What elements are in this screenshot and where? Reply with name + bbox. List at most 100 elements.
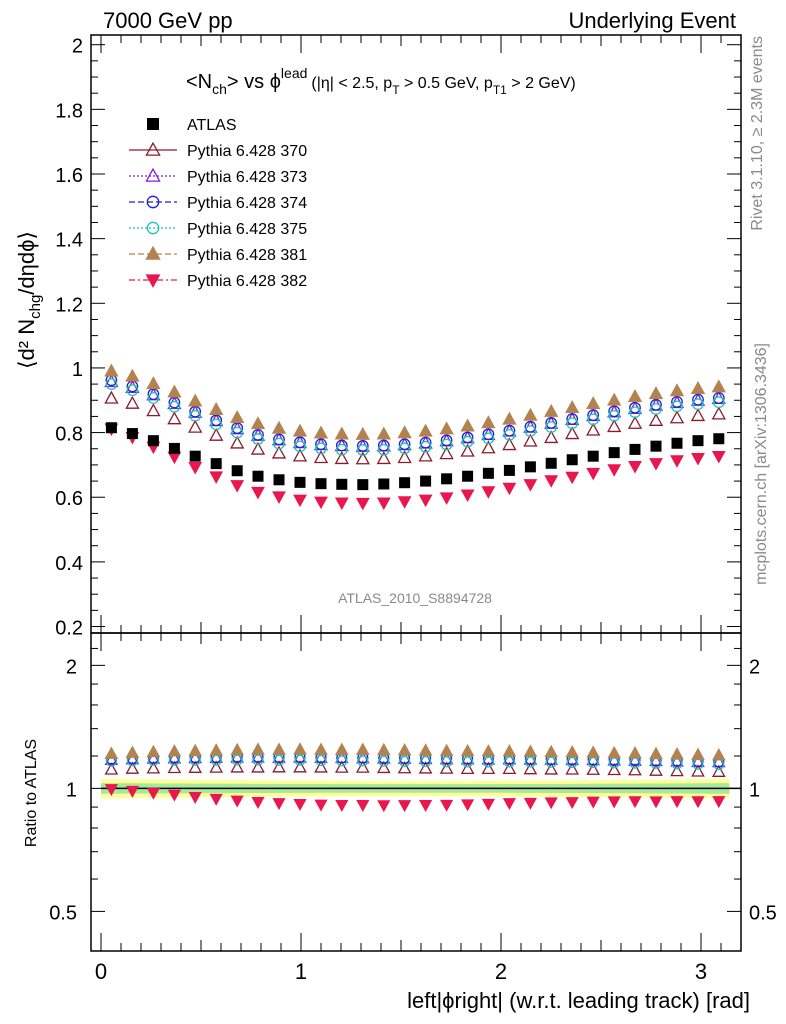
x-tick-label: 3 [695,959,707,984]
legend: ATLAS Pythia 6.428 370 Pythia 6.428 373 Pyt… [129,117,307,290]
point-pythia-6-428-381 [397,425,412,439]
title-sup: lead [281,65,307,81]
title-main: <N [186,71,212,93]
ratio-point-pythia-6-428-370 [146,761,161,774]
point-atlas [273,474,285,486]
point-pythia-6-428-381 [627,389,643,403]
ratio-point-pythia-6-428-370 [230,760,245,773]
point-pythia-6-428-370 [334,451,349,465]
point-pythia-6-428-374 [356,439,369,452]
point-pythia-6-428-374 [335,439,348,452]
point-pythia-6-428-382 [649,458,663,471]
ratio-point-pythia-6-428-382 [586,796,600,809]
point-pythia-6-428-381 [167,384,182,398]
point-pythia-6-428-370 [481,440,496,454]
point-pythia-6-428-375 [482,432,495,445]
point-pythia-6-428-381 [418,423,433,437]
ratio-point-pythia-6-428-381 [334,742,349,755]
point-atlas [336,478,348,490]
point-pythia-6-428-370 [711,406,726,420]
ratio-point-pythia-6-428-381 [439,743,454,757]
point-atlas [399,477,411,489]
point-pythia-6-428-374 [461,431,474,444]
legend-marker-atlas [147,118,159,130]
point-pythia-6-428-375 [712,396,725,409]
point-pythia-6-428-382 [544,475,559,488]
legend-marker-pythia-6-428-374 [146,195,160,209]
title-main-sub: ch [212,81,227,97]
point-atlas [147,435,159,447]
ratio-point-pythia-6-428-382 [398,800,412,813]
ratio-point-pythia-6-428-370 [481,761,496,775]
point-pythia-6-428-370 [271,445,287,459]
title-vs: > vs ϕ [227,71,281,93]
point-atlas [294,476,306,488]
ratio-point-pythia-6-428-375 [482,756,494,768]
point-pythia-6-428-375 [524,425,537,437]
point-pythia-6-428-374 [294,436,306,449]
point-pythia-6-428-382 [376,497,391,511]
legend-label-pythia-6-428-374: Pythia 6.428 374 [187,195,307,212]
point-atlas [482,467,494,479]
title-cuts-2: > 0.5 GeV, p [400,75,493,92]
point-pythia-6-428-374 [712,392,725,404]
point-pythia-6-428-381 [523,407,538,421]
ratio-point-pythia-6-428-382 [125,785,139,798]
point-pythia-6-428-374 [252,428,264,441]
ratio-point-pythia-6-428-382 [691,796,705,809]
ratio-point-pythia-6-428-381 [711,747,726,761]
main-y-tick-label: 2 [72,36,83,58]
point-pythia-6-428-382 [334,497,349,511]
ratio-point-pythia-6-428-375 [378,755,390,767]
point-pythia-6-428-375 [210,418,223,431]
ratio-y-tick-label-right: 1 [749,779,760,801]
ratio-point-pythia-6-428-370 [439,761,454,774]
main-y-tick-label: 1 [72,359,83,381]
ratio-point-pythia-6-428-382 [167,789,181,802]
point-pythia-6-428-370 [146,403,161,417]
ratio-point-pythia-6-428-370 [460,761,475,775]
point-pythia-6-428-374 [629,401,641,414]
x-axis-ticks: 0 1 2 3 [95,35,722,984]
point-pythia-6-428-375 [294,440,306,453]
point-pythia-6-428-375 [315,442,327,455]
point-atlas [608,447,620,459]
point-pythia-6-428-381 [669,383,685,397]
legend-label-pythia-6-428-375: Pythia 6.428 375 [187,221,307,238]
ylabel-main-sub: chg [27,295,44,319]
point-pythia-6-428-382 [711,451,726,464]
point-pythia-6-428-374 [210,414,223,427]
point-pythia-6-428-370 [230,435,245,449]
point-pythia-6-428-370 [586,422,601,436]
ratio-point-pythia-6-428-375 [503,756,515,768]
point-pythia-6-428-382 [314,496,328,510]
ratio-uncertainty-bands [101,778,741,799]
point-pythia-6-428-375 [377,443,390,456]
point-pythia-6-428-373 [125,379,140,393]
ratio-point-pythia-6-428-382 [628,796,642,809]
point-pythia-6-428-381 [481,415,496,429]
point-pythia-6-428-375 [168,400,181,413]
ratio-point-pythia-6-428-381 [272,742,286,755]
point-pythia-6-428-375 [671,400,683,413]
point-pythia-6-428-382 [691,452,705,466]
main-y-tick-label: 0.2 [55,618,83,640]
ratio-point-pythia-6-428-381 [355,742,370,755]
point-pythia-6-428-381 [334,426,349,440]
ratio-point-pythia-6-428-382 [314,799,328,812]
header-right: Underlying Event [568,8,736,33]
point-pythia-6-428-370 [376,451,391,465]
ratio-point-pythia-6-428-381 [188,743,203,757]
point-pythia-6-428-374 [524,420,537,433]
point-atlas [441,473,453,485]
point-pythia-6-428-381 [439,421,454,435]
legend-marker-pythia-6-428-370 [145,141,161,156]
main-y-tick-label: 1.6 [55,165,83,187]
ratio-point-pythia-6-428-370 [691,764,705,777]
ratio-point-pythia-6-428-381 [230,742,245,756]
point-pythia-6-428-375 [273,437,285,450]
ratio-point-pythia-6-428-370 [628,763,642,776]
point-atlas [357,479,369,491]
ratio-point-pythia-6-428-381 [691,747,705,760]
ratio-point-pythia-6-428-375 [357,755,369,767]
